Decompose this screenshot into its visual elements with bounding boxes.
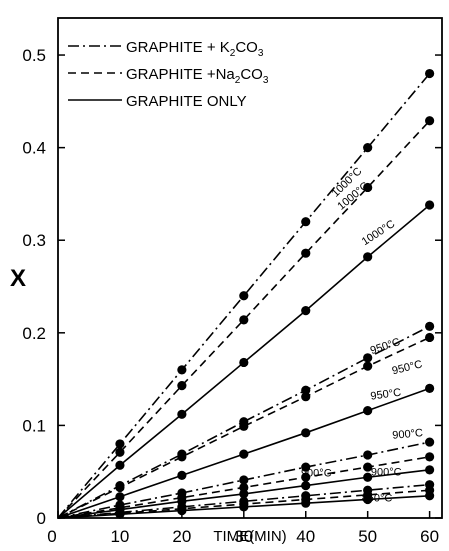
- data-point: [363, 143, 373, 153]
- data-point: [115, 492, 125, 502]
- y-tick-label: 0.1: [22, 416, 46, 435]
- data-point: [239, 475, 249, 485]
- data-point: [425, 437, 435, 447]
- data-point: [301, 385, 311, 395]
- data-point: [301, 392, 311, 402]
- x-tick-label: 40: [296, 527, 315, 546]
- data-point: [239, 502, 249, 512]
- x-tick-label: 0: [47, 527, 56, 546]
- data-point: [177, 380, 187, 391]
- legend-label: GRAPHITE +Na2CO3: [126, 66, 269, 86]
- temperature-label: 950°C: [369, 336, 402, 357]
- data-point: [115, 439, 125, 449]
- data-point: [425, 116, 435, 126]
- data-point: [239, 449, 249, 459]
- data-point: [363, 353, 373, 363]
- y-axis-label: X: [10, 265, 26, 292]
- data-point: [425, 200, 435, 210]
- x-tick-label: 50: [358, 527, 377, 546]
- x-tick-label: 30: [234, 527, 253, 546]
- data-point: [115, 447, 125, 457]
- data-point: [425, 321, 435, 331]
- x-tick-label: 60: [420, 527, 439, 546]
- data-point: [301, 248, 311, 258]
- data-point: [363, 472, 373, 482]
- data-point: [177, 452, 187, 462]
- data-point: [177, 505, 187, 516]
- data-point: [115, 460, 125, 470]
- temperature-label: 900°C: [371, 466, 402, 478]
- data-point: [115, 482, 125, 493]
- data-point: [301, 428, 311, 438]
- temperature-label: 850°C: [362, 492, 393, 504]
- data-point: [425, 491, 435, 501]
- data-point: [239, 489, 249, 499]
- data-point: [301, 498, 311, 508]
- data-point: [363, 361, 373, 371]
- temperature-label: 1000°C: [360, 218, 397, 248]
- y-tick-label: 0.5: [22, 46, 46, 65]
- legend: GRAPHITE + K2CO3 GRAPHITE +Na2CO3 GRAPHITE…: [68, 39, 269, 110]
- temperature-label: 950°C: [370, 387, 402, 403]
- data-point: [239, 357, 249, 368]
- data-point: [239, 482, 249, 493]
- plot-frame: [57, 17, 443, 519]
- data-point: [363, 182, 373, 193]
- legend-label: GRAPHITE + K2CO3: [126, 39, 264, 59]
- temperature-label: 900°C: [392, 427, 424, 442]
- data-point: [239, 291, 249, 301]
- temperature-label: 900°C-: [301, 467, 336, 479]
- x-axis-label: TIME(MIN): [213, 528, 286, 545]
- data-point: [177, 470, 187, 481]
- data-point: [177, 365, 187, 375]
- data-point: [115, 509, 125, 519]
- data-point: [301, 480, 311, 491]
- data-point: [177, 409, 187, 419]
- data-point: [425, 465, 435, 475]
- data-point: [363, 450, 373, 460]
- data-point: [301, 217, 311, 227]
- data-point: [239, 315, 249, 325]
- data-point: [301, 462, 311, 472]
- data-point: [363, 494, 373, 505]
- temperature-label: 950°C: [391, 358, 424, 377]
- x-tick-label: 20: [172, 527, 191, 546]
- data-point: [425, 68, 435, 79]
- y-tick-label: 0.3: [22, 231, 46, 250]
- y-tick-label: 0.2: [22, 324, 46, 343]
- data-point: [425, 383, 435, 393]
- data-point: [363, 405, 373, 416]
- x-tick-label: 10: [110, 527, 129, 546]
- data-point: [425, 452, 435, 462]
- data-point: [301, 472, 311, 482]
- data-point: [363, 252, 373, 262]
- data-point: [239, 421, 249, 431]
- data-point: [301, 305, 311, 316]
- y-tick-label: 0.4: [22, 139, 46, 158]
- legend-label: GRAPHITE ONLY: [126, 93, 247, 110]
- data-point: [363, 462, 373, 472]
- y-tick-label: 0: [37, 509, 46, 528]
- data-point: [425, 332, 435, 343]
